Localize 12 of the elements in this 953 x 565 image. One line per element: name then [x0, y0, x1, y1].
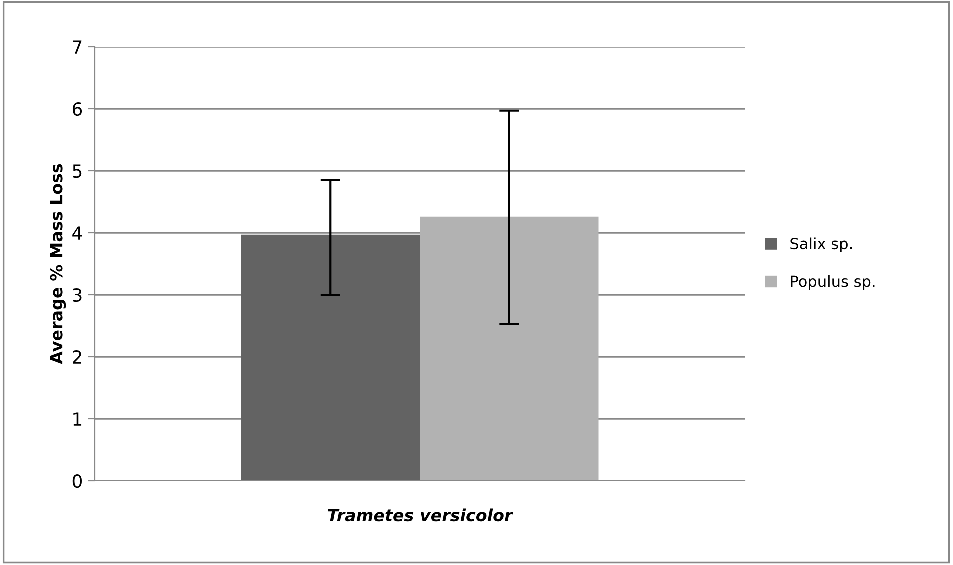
- y-tick-label: 4: [72, 226, 82, 240]
- legend-label: Populus sp.: [791, 275, 875, 290]
- y-tick-label: 2: [73, 350, 82, 364]
- y-tick-label: 7: [73, 40, 82, 54]
- y-tick-label: 6: [72, 102, 82, 116]
- y-tick-label: 0: [72, 474, 82, 488]
- legend-label: Salix sp.: [790, 238, 852, 253]
- y-axis-title: Average % Mass Loss: [50, 164, 66, 364]
- y-tick-label: 5: [73, 164, 82, 178]
- y-tick-label: 1: [74, 412, 82, 426]
- y-tick-label: 3: [73, 288, 82, 302]
- x-tick-label: Trametes versicolor: [328, 508, 514, 522]
